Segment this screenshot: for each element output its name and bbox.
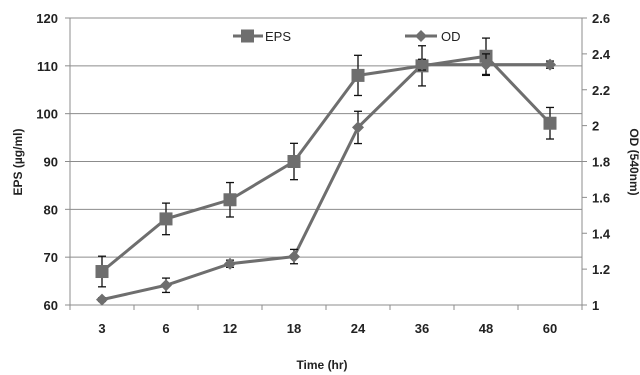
data-point: [544, 58, 556, 71]
y2-axis-title: OD (540nm): [627, 128, 640, 195]
right-axis-ticks: 1 1.2 1.4 1.6 1.8 2 2.2 2.4 2.6: [582, 11, 611, 313]
data-point: [352, 121, 364, 134]
legend-eps-label: EPS: [265, 29, 291, 44]
legend-od-marker: [415, 30, 427, 42]
data-point: [224, 257, 236, 270]
data-point: [95, 265, 109, 279]
x-tick-label: 60: [543, 321, 557, 336]
x-tick-label: 24: [351, 321, 366, 336]
y2-tick-label: 2.4: [592, 47, 611, 62]
y2-tick-label: 2.2: [592, 83, 610, 98]
data-point: [288, 250, 300, 263]
legend-eps-marker: [241, 29, 254, 43]
x-tick-label: 6: [162, 321, 169, 336]
data-point: [96, 293, 108, 306]
y2-tick-label: 1.6: [592, 190, 610, 205]
x-axis-ticks: 3 6 12 18 24 36 48 60: [69, 305, 583, 336]
y-tick-label: 110: [37, 59, 58, 74]
data-point: [416, 58, 428, 71]
x-tick-label: 36: [415, 321, 429, 336]
x-tick-label: 18: [287, 321, 301, 336]
x-tick-label: 3: [98, 321, 105, 336]
x-tick-label: 48: [479, 321, 493, 336]
y-axis-title: EPS (µg/ml): [11, 129, 25, 196]
legend-od-label: OD: [441, 29, 461, 44]
y-tick-label: 90: [44, 155, 58, 170]
data-point: [351, 68, 365, 82]
series-od: [96, 53, 556, 306]
series-line: [101, 54, 552, 273]
y-tick-label: 80: [44, 202, 58, 217]
y-tick-label: 120: [36, 11, 58, 26]
legend: EPS OD: [233, 29, 461, 44]
gridlines: [70, 17, 582, 306]
x-tick-label: 12: [223, 321, 237, 336]
x-axis-title: Time (hr): [296, 358, 347, 372]
data-point: [543, 116, 557, 130]
y2-tick-label: 2.6: [592, 11, 610, 26]
series-layer: [95, 37, 557, 306]
y2-tick-label: 1: [592, 298, 599, 313]
data-point: [287, 155, 301, 168]
series-line: [101, 63, 550, 302]
y2-tick-label: 2: [592, 119, 599, 134]
left-axis-ticks: 60 70 80 90 100 110 120: [36, 11, 70, 313]
data-point: [223, 193, 237, 207]
data-point: [159, 212, 173, 226]
y2-tick-label: 1.8: [592, 155, 610, 170]
y2-tick-label: 1.4: [592, 226, 611, 241]
data-point: [160, 279, 172, 292]
y-tick-label: 60: [44, 298, 58, 313]
data-point: [480, 58, 492, 71]
y-tick-label: 100: [36, 107, 58, 122]
y-tick-label: 70: [44, 250, 58, 265]
y2-tick-label: 1.2: [592, 262, 610, 277]
